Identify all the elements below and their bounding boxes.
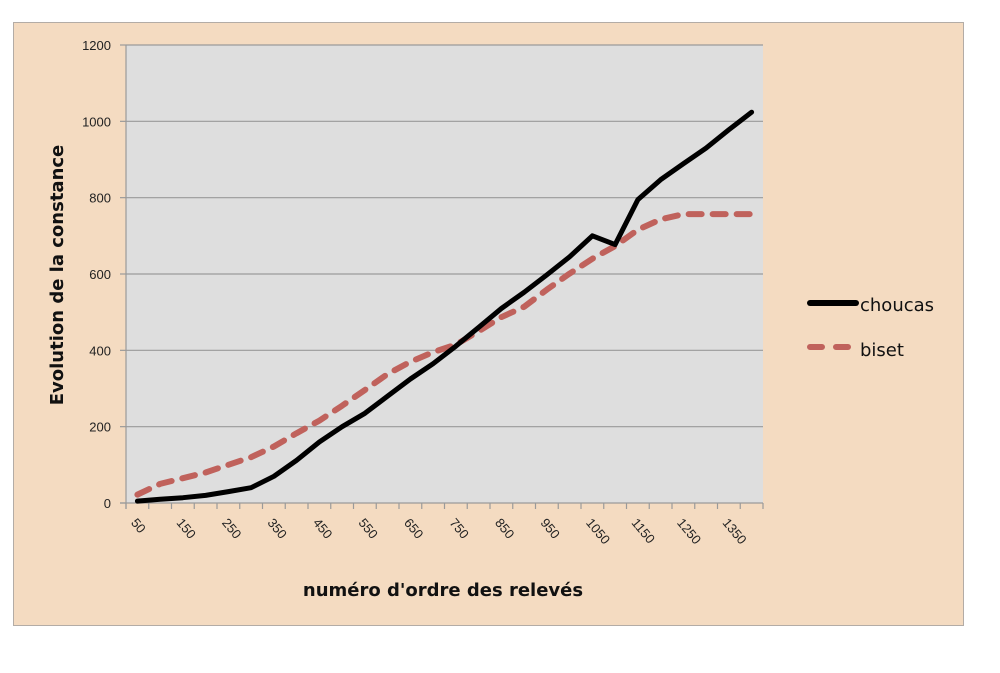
- x-tick-label: 850: [492, 515, 517, 541]
- x-tick-label: 450: [310, 515, 335, 541]
- x-axis-title: numéro d'ordre des relevés: [303, 580, 583, 601]
- x-tick-label: 350: [265, 515, 290, 541]
- y-axis-title: Evolution de la constance: [47, 145, 68, 406]
- x-axis: 50 150 250 350 450 550 650 750 850 950 1050 1150 125…: [120, 502, 764, 547]
- x-tick-label: 250: [219, 515, 244, 541]
- x-tick-label: 750: [447, 515, 472, 541]
- x-tick-label: 1350: [720, 515, 750, 547]
- y-tick-label: 400: [89, 343, 111, 358]
- legend-label-biset: biset: [860, 340, 904, 361]
- y-tick-label: 800: [89, 191, 111, 206]
- x-tick-label: 1050: [583, 515, 613, 547]
- x-tick-label: 1150: [629, 515, 658, 546]
- y-tick-label: 0: [104, 496, 111, 511]
- x-tick-label: 950: [538, 515, 563, 541]
- y-tick-label: 600: [89, 267, 111, 282]
- x-tick-label: 550: [356, 515, 381, 541]
- y-tick-label: 200: [89, 420, 111, 435]
- x-tick-label: 50: [128, 515, 149, 536]
- y-tick-label: 1000: [82, 114, 111, 129]
- x-tick-label: 650: [401, 515, 426, 541]
- series-layer: [134, 109, 755, 504]
- x-tick-label: 150: [174, 515, 199, 541]
- x-tick-label: 1250: [674, 515, 704, 547]
- series-line-biset: [134, 211, 755, 498]
- legend: choucas biset: [807, 295, 934, 361]
- legend-label-choucas: choucas: [860, 295, 934, 316]
- series-line-choucas: [134, 109, 755, 504]
- y-axis: 0 200 400 600 800 1000 1200: [82, 38, 127, 511]
- y-tick-label: 1200: [82, 38, 111, 53]
